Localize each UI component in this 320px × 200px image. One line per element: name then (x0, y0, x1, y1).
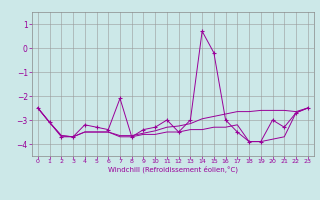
X-axis label: Windchill (Refroidissement éolien,°C): Windchill (Refroidissement éolien,°C) (108, 166, 238, 173)
